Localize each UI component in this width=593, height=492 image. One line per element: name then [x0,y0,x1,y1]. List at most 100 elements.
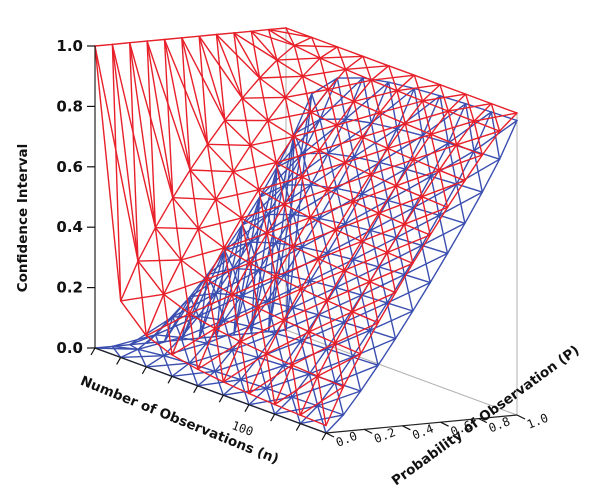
upper-mesh-n-line [94,45,122,302]
lower-mesh-diag-b [258,269,268,302]
upper-mesh-diag-b [388,65,398,92]
lower-mesh-diag-b [180,336,191,364]
upper-mesh-p-line [464,154,483,182]
upper-mesh-diag-b [343,269,354,313]
upper-mesh-diag-b [378,212,388,254]
upper-mesh-p-line [232,144,252,173]
upper-mesh-diag-b [188,312,199,370]
upper-mesh-diag-b [465,93,475,122]
upper-mesh-p-line [258,59,278,79]
lower-mesh-diag-b [275,242,286,276]
lower-mesh-p-line [370,81,390,124]
lower-mesh-n-line [473,150,501,160]
lower-mesh-p-line [334,356,354,384]
upper-mesh-p-line [284,75,304,99]
upper-mesh-diag-b [421,100,432,136]
lower-mesh-diag-b [343,321,354,358]
upper-mesh-n-line [412,158,440,171]
lower-mesh-diag-b [283,274,294,309]
upper-mesh-diag-b [421,195,431,236]
upper-mesh-n-line [351,311,379,324]
lower-mesh-n-line [369,329,397,340]
lower-mesh-diag-b [291,396,301,425]
lower-mesh-diag-b [181,296,191,341]
lower-mesh-p-line [309,252,329,282]
upper-mesh-p-line [369,147,389,176]
upper-mesh-p-line [403,195,423,225]
upper-mesh-diag-b [317,375,327,427]
axis-line [325,414,518,434]
upper-mesh-n-line [172,196,200,230]
upper-mesh-diag-a [163,38,209,146]
y-tick-mark [325,432,335,438]
lower-mesh-p-line [300,314,320,342]
upper-mesh-n-line [395,185,423,198]
upper-mesh-diag-a [198,35,243,99]
upper-mesh-n-line [154,226,182,261]
upper-mesh-n-line [111,43,139,262]
upper-mesh-n-line [311,36,338,48]
lower-mesh-p-line [481,158,501,193]
upper-mesh-n-line [241,97,269,122]
lower-mesh-diag-b [137,348,148,368]
lower-mesh-n-line [189,292,217,298]
upper-mesh-diag-b [180,259,191,315]
upper-mesh-diag-b [404,122,415,161]
upper-mesh-p-line [335,100,355,126]
upper-mesh-p-line [344,55,364,71]
upper-mesh-p-line [301,149,320,178]
upper-mesh-diag-b [189,169,200,230]
upper-mesh-p-line [215,170,234,201]
lower-mesh-diag-b [439,95,449,144]
lower-mesh-p-line [412,281,431,312]
upper-mesh-p-line [265,319,285,355]
upper-mesh-p-line [300,258,320,290]
upper-mesh-p-line [292,216,311,248]
upper-mesh-p-line [421,169,440,198]
upper-mesh-diag-b [172,196,182,261]
upper-limit-surface [94,27,518,427]
upper-mesh-n-line [285,27,313,39]
lower-mesh-n-line [412,206,440,217]
upper-mesh-n-line [404,122,432,136]
lower-mesh-n-line [388,81,415,90]
lower-mesh-p-line [301,118,321,155]
upper-mesh-n-line [362,55,390,67]
upper-mesh-n-line [265,353,293,366]
lower-mesh-n-line [317,405,345,416]
lower-mesh-diag-b [490,111,501,160]
upper-mesh-n-line [162,293,191,315]
z-tick-label: 0.6 [56,158,83,176]
upper-mesh-diag-b [317,258,328,302]
upper-mesh-diag-b [319,57,329,91]
lower-mesh-p-line [197,292,217,317]
lower-mesh-diag-b [430,175,440,217]
lower-mesh-p-line [299,405,319,425]
upper-mesh-p-line [94,43,114,47]
upper-mesh-p-line [377,291,397,324]
upper-mesh-diag-b [336,46,347,71]
lower-mesh-diag-b [395,237,406,276]
lower-mesh-p-line [429,252,449,284]
lower-mesh-diag-a [163,273,209,343]
upper-mesh-n-line [267,28,295,47]
upper-mesh-n-line [283,319,311,333]
lower-mesh-diag-b [240,295,251,328]
lower-mesh-p-line [214,349,234,372]
lower-mesh-n-line [351,356,379,366]
upper-mesh-p-line [267,27,287,31]
z-axis-label: Confidence Interval [15,144,31,293]
upper-mesh-n-line [231,294,259,309]
upper-mesh-n-line [370,79,398,92]
lower-mesh-diag-b [361,193,372,232]
upper-mesh-diag-b [293,44,304,78]
lower-mesh-diag-b [438,214,449,255]
upper-mesh-diag-b [249,262,259,309]
lower-mesh-diag-b [206,273,217,294]
lower-mesh-n-line [249,241,277,244]
x-tick-mark [116,357,122,365]
upper-mesh-diag-b [369,173,380,214]
lower-mesh-p-line [275,213,295,244]
upper-mesh-diag-b [267,28,278,61]
upper-mesh-n-line [181,37,209,146]
